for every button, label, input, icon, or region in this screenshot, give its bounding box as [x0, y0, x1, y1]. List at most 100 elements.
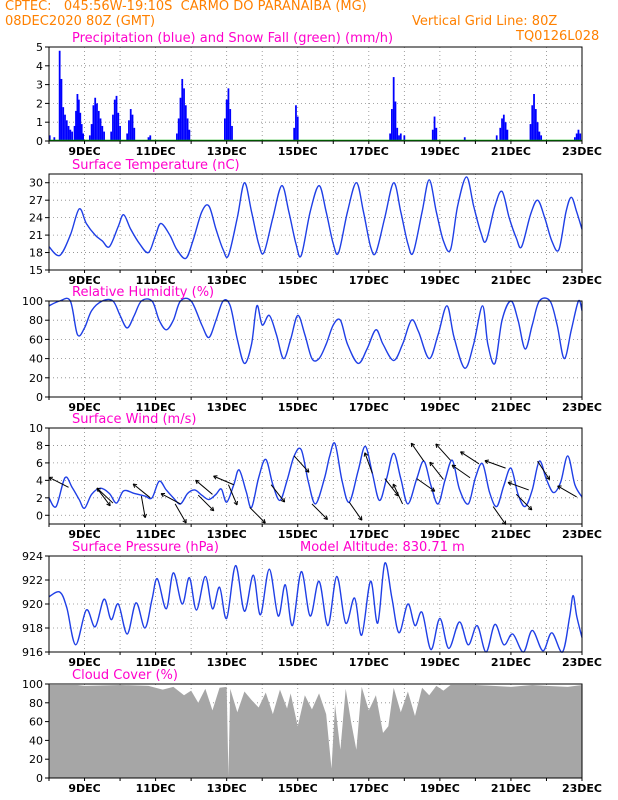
wind-arrowhead	[132, 483, 138, 488]
y-tick-label: 4	[36, 60, 43, 73]
y-tick-label: 27	[29, 194, 43, 207]
wind-arrow	[484, 460, 506, 469]
x-tick-label: 23DEC	[562, 401, 602, 414]
series-line	[48, 442, 583, 510]
y-tick-label: 2	[36, 492, 43, 505]
precip-bar	[176, 133, 178, 141]
x-tick-label: 9DEC	[68, 656, 100, 669]
precip-bar	[295, 105, 297, 141]
precip-bar	[536, 122, 539, 141]
panel-frame	[48, 46, 583, 142]
y-tick-label: 100	[22, 295, 43, 308]
wind-arrow	[429, 461, 444, 480]
wind-arrow	[197, 494, 215, 512]
x-tick-label: 15DEC	[278, 401, 318, 414]
precip-bar	[184, 105, 187, 141]
precip-bar	[133, 127, 136, 141]
y-tick-label: 0	[36, 509, 43, 522]
panel-title: Surface Pressure (hPa)	[72, 540, 219, 555]
precip-bar	[90, 124, 93, 141]
precip-bar	[574, 137, 576, 141]
precip-bar	[538, 131, 541, 141]
y-tick-label: 80	[29, 697, 43, 710]
wind-arrowhead	[545, 475, 551, 481]
wind-arrow	[140, 495, 146, 518]
precip-bar	[231, 125, 233, 141]
precip-bar	[403, 135, 406, 141]
wind-arrow	[492, 506, 507, 525]
y-tick-label: 60	[29, 333, 43, 346]
x-tick-label: 23DEC	[562, 528, 602, 541]
panel-frame	[48, 300, 583, 398]
wind-arrow	[311, 503, 328, 520]
wind-arrow	[293, 455, 310, 473]
wind-arrowhead	[106, 501, 111, 507]
precip-bar	[433, 116, 436, 141]
precip-bar	[69, 129, 72, 141]
x-tick-label: 17DEC	[349, 782, 389, 795]
panel-3: 0 20 40 60 80 100 9DEC 11DEC 13DEC 15DEC 17DEC 19DE…	[22, 285, 602, 414]
y-tick-label: 10	[29, 422, 43, 435]
y-tick-label: 0	[36, 772, 43, 785]
precip-bar	[540, 135, 543, 141]
x-tick-label: 19DEC	[420, 656, 460, 669]
series-line	[48, 562, 583, 653]
x-tick-label: 9DEC	[68, 782, 100, 795]
precip-bar	[392, 77, 395, 141]
precip-bar	[495, 135, 498, 141]
precip-bar	[73, 125, 76, 141]
x-tick-label: 11DEC	[136, 145, 176, 158]
wind-arrow	[537, 460, 550, 480]
wind-arrow	[132, 483, 151, 499]
precip-bar	[296, 116, 299, 141]
precip-bar	[62, 107, 65, 141]
precip-bar	[117, 112, 120, 141]
x-tick-label: 9DEC	[68, 401, 100, 414]
precip-bar	[147, 137, 150, 141]
precip-bar	[463, 137, 466, 141]
x-tick-label: 23DEC	[562, 782, 602, 795]
wind-arrowhead	[363, 452, 369, 457]
wind-arrow	[557, 485, 577, 498]
x-tick-label: 19DEC	[420, 782, 460, 795]
precip-bar	[533, 94, 535, 141]
wind-arrow	[160, 493, 181, 505]
y-tick-label: 8	[36, 439, 43, 452]
precip-bar	[575, 133, 578, 141]
wind-arrowhead	[261, 518, 266, 524]
wind-arrowhead	[410, 442, 416, 448]
x-tick-label: 21DEC	[491, 782, 531, 795]
precip-bar	[534, 109, 537, 141]
panel-frame	[48, 173, 583, 271]
panel-2: 15 18 21 24 27 30 9DEC 11DEC 13DEC 15DEC 17DEC 19DE…	[29, 158, 602, 287]
wind-arrowhead	[507, 481, 513, 486]
y-tick-label: 20	[29, 372, 43, 385]
x-tick-label: 21DEC	[491, 528, 531, 541]
precip-bar	[101, 125, 104, 141]
wind-arrow	[435, 443, 451, 461]
x-tick-label: 13DEC	[207, 401, 247, 414]
header-run-time: 08DEC2020 80Z (GMT)	[5, 14, 156, 29]
wind-arrowhead	[195, 479, 200, 485]
wind-arrow	[213, 475, 234, 486]
precip-bar	[77, 99, 80, 141]
wind-arrow	[96, 487, 114, 504]
wind-arrowhead	[233, 500, 238, 506]
y-tick-label: 920	[22, 598, 43, 611]
panel-5: 916 918 920 922 924 9DEC 11DEC 13DEC 15DEC 17DEC 1…	[22, 540, 602, 669]
precip-bar	[179, 97, 182, 141]
precip-bar	[499, 127, 502, 141]
x-tick-label: 15DEC	[278, 274, 318, 287]
precip-bar	[504, 122, 507, 141]
wind-arrow	[507, 481, 529, 491]
precip-bar	[48, 135, 51, 141]
x-tick-label: 21DEC	[491, 145, 531, 158]
precip-bar	[435, 127, 438, 141]
y-tick-label: 916	[22, 646, 43, 659]
x-tick-label: 11DEC	[136, 528, 176, 541]
precip-bar	[126, 133, 129, 141]
wind-arrowhead	[430, 487, 436, 492]
wind-arrowhead	[142, 513, 147, 519]
y-tick-label: 0	[36, 391, 43, 404]
precip-bar	[188, 129, 191, 141]
